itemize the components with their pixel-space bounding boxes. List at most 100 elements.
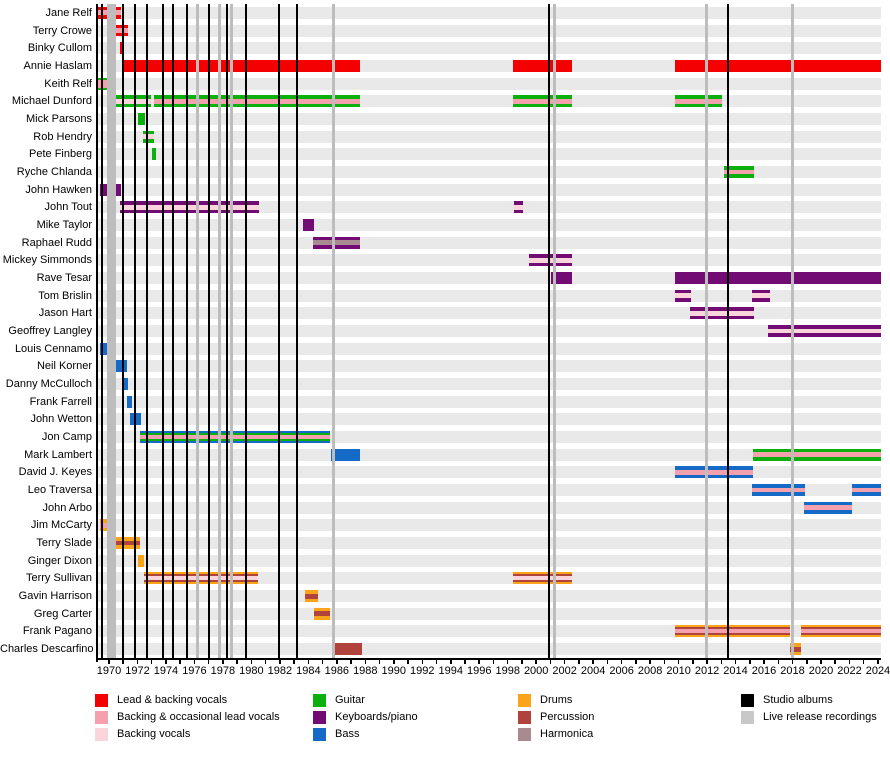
bar-stripe	[154, 103, 360, 108]
member-label: Mark Lambert	[24, 448, 92, 461]
bar-stripe	[514, 204, 523, 210]
row-track	[96, 77, 881, 90]
bar-stripe	[790, 651, 801, 656]
timeline-bar	[116, 537, 140, 550]
timeline-bar	[801, 625, 881, 638]
bar-stripe	[305, 590, 318, 594]
year-tick	[193, 659, 196, 664]
bar-stripe	[752, 298, 770, 302]
member-label: Annie Haslam	[23, 59, 92, 72]
timeline-bar	[675, 59, 881, 72]
member-label: Rave Tesar	[36, 271, 92, 284]
bar-stripe	[752, 289, 770, 294]
timeline-bar	[690, 307, 754, 320]
year-tick	[450, 659, 452, 664]
year-tick	[364, 659, 367, 664]
live-release-line	[195, 4, 199, 658]
row-track	[96, 360, 881, 373]
timeline-bar	[313, 236, 360, 249]
year-tick	[492, 659, 495, 664]
year-label: 1990	[381, 665, 407, 677]
timeline-bar	[120, 201, 259, 214]
bar-stripe	[331, 448, 360, 461]
timeline-bar	[551, 271, 572, 284]
bar-stripe	[513, 572, 572, 575]
bar-stripe	[675, 271, 881, 284]
x-axis-line	[96, 658, 881, 660]
bar-stripe	[144, 576, 258, 581]
year-tick	[321, 659, 324, 664]
legend-swatch-backing-occasional-lead-vocals	[95, 711, 108, 724]
year-tick	[478, 659, 480, 664]
live-release-line	[552, 4, 556, 658]
timeline-bar	[752, 484, 805, 497]
member-label: Terry Sullivan	[25, 572, 92, 585]
bar-stripe	[140, 435, 330, 440]
row-track	[96, 607, 881, 620]
bar-stripe	[768, 333, 881, 337]
bar-stripe	[332, 643, 362, 656]
bar-stripe	[752, 492, 805, 497]
legend-swatch-percussion	[518, 711, 531, 724]
studio-album-line	[133, 4, 137, 658]
member-label: Gavin Harrison	[18, 590, 92, 603]
timeline-bar	[114, 95, 151, 108]
bar-stripe	[529, 257, 572, 263]
year-tick	[336, 659, 338, 664]
timeline-bar	[513, 59, 572, 72]
year-tick	[763, 659, 765, 664]
row-track	[96, 378, 881, 391]
year-tick	[862, 659, 865, 664]
studio-album-line	[547, 4, 551, 658]
bar-stripe	[804, 505, 852, 511]
bar-stripe	[724, 169, 754, 175]
row-track	[96, 218, 881, 231]
year-tick	[720, 659, 723, 664]
bar-stripe	[140, 431, 330, 434]
year-label: 2004	[580, 665, 606, 677]
timeline-bar	[138, 112, 145, 125]
year-label: 2020	[808, 665, 834, 677]
legend-swatch-harmonica	[518, 728, 531, 741]
row-track	[96, 537, 881, 550]
legend-label: Harmonica	[540, 728, 594, 740]
year-tick	[464, 659, 466, 664]
member-label: Rob Hendry	[33, 130, 92, 143]
year-tick	[806, 659, 808, 664]
timeline-bar	[116, 360, 127, 373]
row-track	[96, 112, 881, 125]
plot-area	[96, 4, 881, 662]
studio-album-line	[100, 4, 104, 658]
year-tick	[777, 659, 780, 664]
member-label: Mick Parsons	[25, 112, 92, 125]
year-tick	[421, 659, 424, 664]
year-label: 2024	[865, 665, 890, 677]
bar-stripe	[98, 77, 113, 80]
row-track	[96, 6, 881, 19]
timeline-bar	[529, 254, 572, 267]
bar-stripe	[753, 452, 881, 458]
year-tick	[791, 659, 794, 664]
bar-stripe	[114, 95, 151, 99]
bar-stripe	[768, 325, 881, 329]
year-tick	[150, 659, 153, 664]
bar-stripe	[123, 378, 128, 391]
bar-stripe	[753, 448, 881, 453]
studio-album-line	[277, 4, 281, 658]
bar-stripe	[114, 98, 151, 104]
bar-stripe	[120, 201, 259, 205]
bar-stripe	[314, 616, 330, 620]
bar-stripe	[801, 635, 881, 638]
row-track	[96, 590, 881, 603]
member-label: David J. Keyes	[18, 466, 92, 479]
member-label: Binky Cullom	[27, 42, 92, 55]
bar-stripe	[303, 218, 314, 231]
timeline-bar	[513, 95, 572, 108]
timeline-bar	[852, 484, 881, 497]
member-label: Geoffrey Langley	[8, 325, 92, 337]
row-track	[96, 519, 881, 532]
bar-stripe	[314, 611, 330, 617]
year-label: 2002	[552, 665, 577, 677]
timeline-bar	[768, 325, 881, 337]
bar-stripe	[120, 209, 259, 214]
